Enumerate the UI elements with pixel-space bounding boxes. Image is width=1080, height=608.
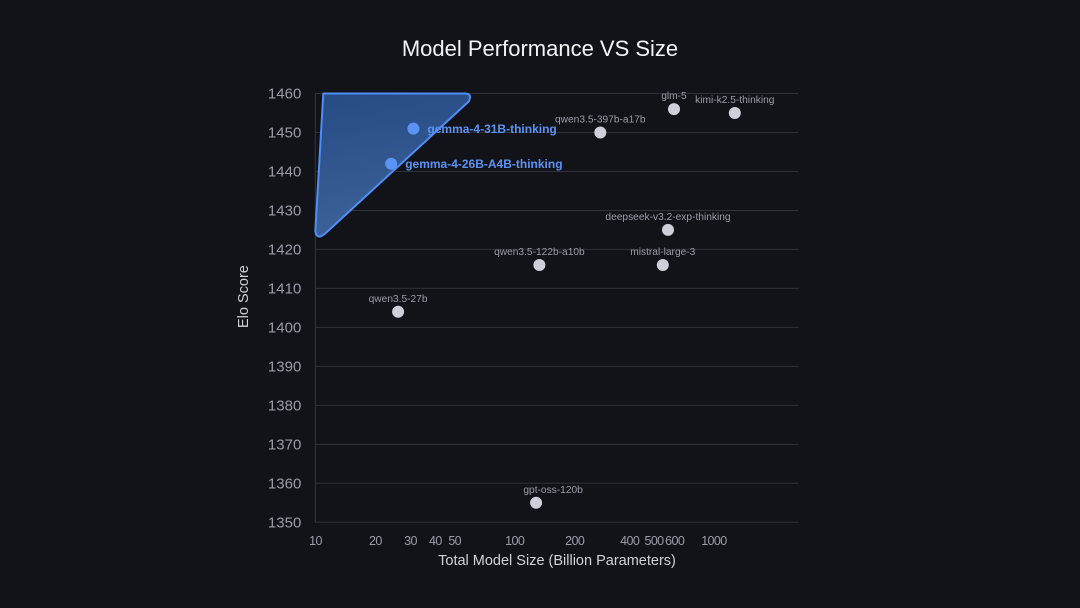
svg-text:30: 30 <box>404 534 417 548</box>
svg-text:40: 40 <box>429 534 442 548</box>
svg-text:500: 500 <box>644 534 664 548</box>
svg-text:1380: 1380 <box>268 398 301 415</box>
svg-text:600: 600 <box>665 534 685 548</box>
svg-text:1000: 1000 <box>701 534 727 548</box>
svg-text:deepseek-v3.2-exp-thinking: deepseek-v3.2-exp-thinking <box>605 212 730 223</box>
svg-text:1420: 1420 <box>268 242 301 259</box>
svg-text:gemma-4-26B-A4B-thinking: gemma-4-26B-A4B-thinking <box>405 157 562 171</box>
svg-text:400: 400 <box>620 534 640 548</box>
svg-text:qwen3.5-397b-a17b: qwen3.5-397b-a17b <box>555 115 646 126</box>
svg-text:200: 200 <box>565 534 585 548</box>
svg-text:1460: 1460 <box>268 86 301 103</box>
svg-text:1410: 1410 <box>268 281 301 298</box>
svg-text:1360: 1360 <box>268 476 301 493</box>
svg-text:gpt-oss-120b: gpt-oss-120b <box>523 485 583 496</box>
svg-text:50: 50 <box>448 534 461 548</box>
svg-text:1450: 1450 <box>268 125 301 142</box>
svg-text:10: 10 <box>309 534 322 548</box>
svg-text:1390: 1390 <box>268 359 301 376</box>
svg-text:gemma-4-31B-thinking: gemma-4-31B-thinking <box>427 122 556 136</box>
svg-text:1370: 1370 <box>268 437 301 454</box>
svg-text:20: 20 <box>369 534 382 548</box>
svg-text:1430: 1430 <box>268 203 301 220</box>
svg-text:mistral-large-3: mistral-large-3 <box>630 247 695 258</box>
svg-text:1440: 1440 <box>268 164 301 181</box>
svg-text:qwen3.5-27b: qwen3.5-27b <box>369 294 428 305</box>
svg-text:1400: 1400 <box>268 320 301 337</box>
svg-text:1350: 1350 <box>268 514 301 531</box>
svg-text:100: 100 <box>505 534 525 548</box>
svg-text:qwen3.5-122b-a10b: qwen3.5-122b-a10b <box>494 247 585 258</box>
svg-text:kimi-k2.5-thinking: kimi-k2.5-thinking <box>695 95 775 106</box>
svg-text:glm-5: glm-5 <box>661 91 687 102</box>
